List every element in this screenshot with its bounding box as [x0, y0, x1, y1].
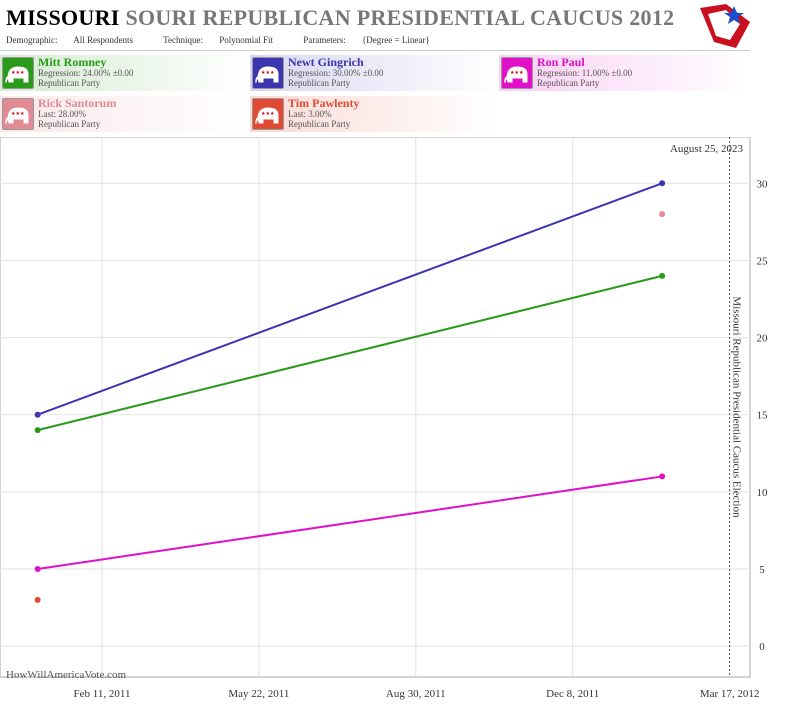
y-tick-label: 20: [757, 333, 769, 345]
parameters-label: Parameters:: [303, 35, 346, 45]
candidate-card-paul[interactable]: ★★★ Ron Paul Regression: 11.00% ±0.00 Re…: [499, 55, 747, 91]
series-line: [37, 182, 663, 416]
series-point: [34, 566, 41, 572]
demographic-label: Demographic:: [6, 35, 58, 45]
parameters-value: {Degree = Linear}: [361, 35, 430, 45]
elephant-icon: ★★★: [252, 57, 284, 89]
candidate-stat: Last: 3.00%: [288, 109, 332, 119]
series-line: [37, 274, 663, 432]
x-tick-label: May 22, 2011: [228, 688, 289, 700]
y-tick-label: 25: [757, 255, 769, 267]
series-point: [34, 411, 41, 418]
candidate-name: Rick Santorum: [38, 96, 117, 110]
candidate-party: Republican Party: [537, 78, 600, 88]
elephant-icon: ★★★: [501, 57, 533, 89]
technique: Technique: Polynomial Fit: [163, 35, 287, 45]
chart-plot: Missouri Republican Presidential Caucus …: [0, 137, 769, 700]
series-point: [34, 427, 41, 434]
candidate-name: Tim Pawlenty: [288, 96, 360, 110]
technique-label: Technique:: [163, 35, 203, 45]
x-tick-label: Mar 17, 2012: [700, 688, 760, 700]
candidate-stat: Regression: 24.00% ±0.00: [38, 68, 134, 78]
candidate-card-gingrich[interactable]: ★★★ Newt Gingrich Regression: 30.00% ±0.…: [250, 55, 498, 91]
y-tick-label: 30: [757, 178, 769, 190]
candidate-party: Republican Party: [38, 78, 101, 88]
series-line: [37, 475, 663, 570]
title-state: MISSOURI: [6, 5, 120, 30]
chart-header: MISSOURI SOURI REPUBLICAN PRESIDENTIAL C…: [0, 0, 750, 51]
technique-value: Polynomial Fit: [219, 35, 273, 45]
candidate-stat: Regression: 30.00% ±0.00: [288, 68, 384, 78]
elephant-icon: ★★★: [252, 98, 284, 130]
election-label: Missouri Republican Presidential Caucus …: [731, 296, 743, 518]
candidate-party: Republican Party: [288, 119, 351, 129]
site-logo-icon: [700, 4, 750, 48]
y-tick-label: 5: [759, 564, 765, 576]
data-point: [34, 596, 41, 603]
svg-text:★★★: ★★★: [261, 111, 275, 117]
x-axis: Feb 11, 2011 May 22, 2011 Aug 30, 2011 Dec …: [74, 688, 760, 700]
chart-title: MISSOURI SOURI REPUBLICAN PRESIDENTIAL C…: [6, 5, 674, 31]
candidate-stat: Regression: 11.00% ±0.00: [537, 68, 633, 78]
series-point: [659, 272, 666, 279]
elephant-icon: ★★★: [2, 98, 34, 130]
candidate-name: Mitt Romney: [38, 55, 107, 69]
demographic: Demographic: All Respondents: [6, 35, 147, 45]
watermark: HowWillAmericaVote.com: [6, 669, 126, 681]
grid: [0, 137, 750, 677]
election-marker: Missouri Republican Presidential Caucus …: [729, 137, 743, 677]
date-label: August 25, 2023: [670, 143, 744, 155]
parameters: Parameters: {Degree = Linear}: [303, 35, 443, 45]
plot-frame: [0, 137, 751, 678]
title-rest: SOURI REPUBLICAN PRESIDENTIAL CAUCUS 201…: [125, 5, 675, 30]
svg-text:★★★: ★★★: [261, 70, 275, 76]
candidate-card-santorum[interactable]: ★★★ Rick Santorum Last: 28.00% Republica…: [0, 96, 248, 132]
series-layer: [34, 180, 666, 603]
candidate-name: Newt Gingrich: [288, 55, 364, 69]
svg-text:★★★: ★★★: [11, 111, 25, 117]
candidate-party: Republican Party: [288, 78, 351, 88]
series-point: [659, 473, 666, 480]
y-tick-label: 10: [757, 487, 769, 499]
data-point: [659, 211, 666, 218]
x-tick-label: Dec 8, 2011: [546, 688, 599, 700]
y-tick-label: 15: [757, 410, 769, 422]
svg-text:★★★: ★★★: [11, 70, 25, 76]
chart-parameters: Demographic: All Respondents Technique: …: [6, 35, 458, 45]
elephant-icon: ★★★: [2, 57, 34, 89]
x-tick-label: Feb 11, 2011: [74, 688, 131, 700]
demographic-value: All Respondents: [73, 35, 133, 45]
candidate-card-romney[interactable]: ★★★ Mitt Romney Regression: 24.00% ±0.00…: [0, 55, 248, 91]
y-tick-label: 0: [759, 641, 765, 653]
series-point: [659, 180, 666, 187]
svg-text:★★★: ★★★: [510, 70, 524, 76]
candidate-party: Republican Party: [38, 119, 101, 129]
y-axis: 0 5 10 15 20 25 30: [757, 178, 769, 653]
x-tick-label: Aug 30, 2011: [386, 688, 446, 700]
candidate-name: Ron Paul: [537, 55, 585, 69]
candidate-card-pawlenty[interactable]: ★★★ Tim Pawlenty Last: 3.00% Republican …: [250, 96, 498, 132]
candidate-stat: Last: 28.00%: [38, 109, 86, 119]
